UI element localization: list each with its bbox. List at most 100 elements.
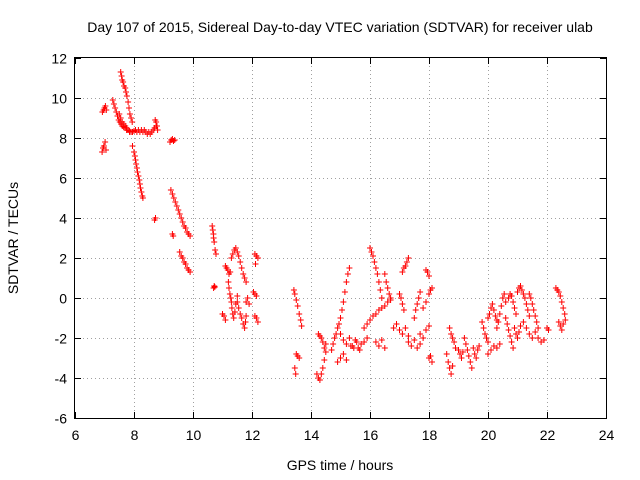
data-point — [230, 315, 237, 321]
data-point — [541, 337, 547, 343]
data-point — [378, 337, 385, 343]
y-tick-label: 4 — [59, 211, 67, 227]
data-point — [117, 115, 124, 121]
data-point — [361, 339, 368, 345]
data-point — [493, 325, 500, 331]
data-point — [427, 353, 434, 359]
data-point — [448, 331, 455, 337]
data-point — [226, 285, 232, 291]
data-point — [125, 99, 132, 105]
data-point — [316, 377, 323, 383]
data-point — [131, 153, 138, 159]
data-point — [533, 319, 540, 325]
data-point — [510, 299, 517, 305]
data-point — [334, 359, 341, 365]
data-point — [417, 341, 424, 347]
data-point — [321, 357, 328, 363]
data-point — [561, 311, 568, 317]
data-point — [210, 235, 217, 241]
data-point — [298, 323, 305, 329]
x-tick-label: 14 — [304, 427, 320, 443]
data-point — [212, 247, 219, 253]
data-point — [483, 335, 490, 341]
data-point — [488, 347, 494, 353]
data-point — [535, 325, 542, 331]
y-tick-labels: -6 -4 -2 0 2 4 6 8 10 12 — [51, 51, 67, 427]
data-point — [137, 185, 144, 191]
data-point — [350, 345, 357, 351]
data-point — [126, 105, 132, 111]
data-point — [420, 335, 427, 341]
x-tick-label: 24 — [599, 427, 615, 443]
data-point — [120, 79, 127, 85]
data-point — [228, 255, 235, 261]
x-tick-labels: 6 8 10 12 14 16 18 20 22 24 — [72, 427, 615, 443]
data-point — [110, 101, 117, 107]
data-point — [372, 265, 379, 271]
data-point — [138, 189, 145, 195]
data-point — [396, 291, 403, 297]
data-point — [451, 339, 458, 345]
data-point — [562, 317, 569, 323]
y-tick-label: 12 — [51, 51, 67, 67]
data-point — [495, 319, 502, 325]
data-point — [292, 371, 299, 377]
data-point — [479, 319, 486, 325]
data-point — [109, 97, 116, 103]
data-point — [502, 315, 509, 321]
data-point — [227, 295, 234, 301]
chart-title: Day 107 of 2015, Sidereal Day-to-day VTE… — [87, 19, 593, 35]
x-tick-label: 16 — [363, 427, 379, 443]
data-point — [321, 345, 328, 351]
data-point — [235, 305, 242, 311]
data-point — [516, 329, 522, 335]
data-point — [545, 327, 552, 333]
data-point — [446, 325, 453, 331]
data-point — [408, 343, 415, 349]
data-point — [368, 249, 375, 255]
data-point — [103, 147, 109, 153]
data-point — [235, 253, 242, 259]
data-point — [400, 307, 407, 313]
data-point — [154, 127, 161, 133]
data-point — [129, 143, 136, 149]
data-point — [178, 215, 185, 221]
data-point — [339, 307, 345, 313]
data-point — [374, 271, 381, 277]
data-point — [234, 249, 241, 255]
data-point — [489, 301, 496, 307]
data-point — [243, 313, 250, 319]
data-point — [136, 181, 143, 187]
data-point — [558, 327, 565, 333]
data-point — [405, 339, 412, 345]
data-point — [167, 187, 174, 193]
data-point — [486, 311, 493, 317]
data-point — [402, 263, 409, 269]
data-point — [393, 321, 400, 327]
data-point — [211, 239, 218, 245]
data-point — [462, 341, 469, 347]
data-point — [526, 291, 533, 297]
data-point — [187, 269, 194, 275]
y-tick-label: -4 — [55, 371, 68, 387]
data-point — [343, 279, 350, 285]
data-point — [182, 261, 189, 267]
data-point — [238, 315, 245, 321]
data-point — [372, 311, 379, 317]
data-point — [513, 311, 519, 317]
data-point — [532, 313, 539, 319]
data-point — [173, 203, 180, 209]
data-point — [381, 271, 388, 277]
data-point — [123, 89, 129, 95]
y-tick-label: 0 — [59, 291, 67, 307]
data-point — [99, 149, 106, 155]
y-tick-label: 8 — [59, 131, 67, 147]
data-point — [535, 335, 542, 341]
data-point — [555, 289, 562, 295]
data-point — [461, 335, 468, 341]
data-point — [508, 339, 515, 345]
data-point — [229, 251, 236, 257]
data-point — [412, 307, 419, 313]
data-point — [423, 299, 429, 305]
data-point — [417, 331, 424, 337]
